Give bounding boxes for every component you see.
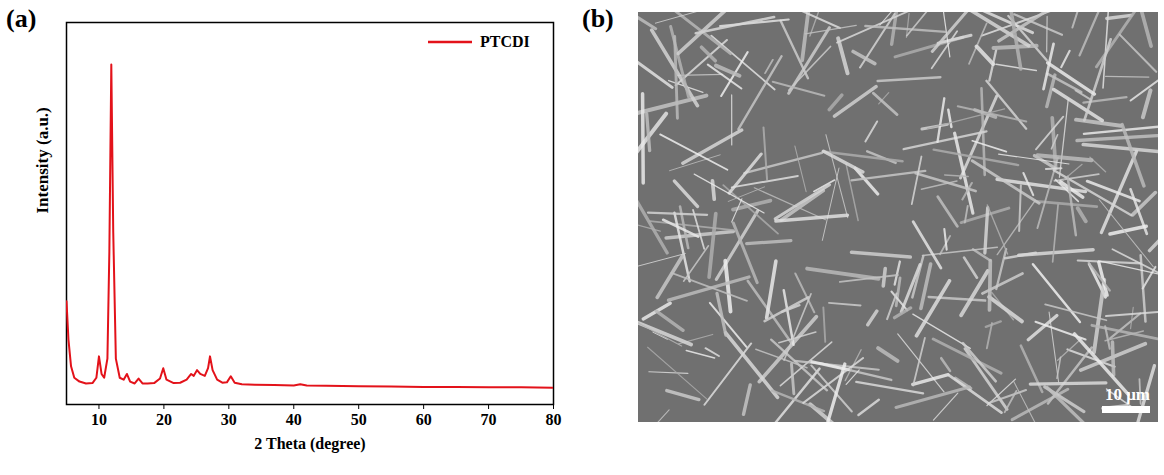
svg-text:80: 80 xyxy=(546,411,562,428)
svg-text:70: 70 xyxy=(481,411,497,428)
svg-text:60: 60 xyxy=(416,411,432,428)
svg-text:2 Theta (degree): 2 Theta (degree) xyxy=(254,435,365,453)
html-text:(a): (a) xyxy=(6,4,37,33)
svg-text:50: 50 xyxy=(351,411,367,428)
html-text:(b): (b) xyxy=(582,4,614,33)
svg-text:20: 20 xyxy=(156,411,172,428)
svg-text:30: 30 xyxy=(221,411,237,428)
svg-text:40: 40 xyxy=(286,411,302,428)
svg-text:Intensity (a.u.): Intensity (a.u.) xyxy=(33,107,52,213)
svg-text:10: 10 xyxy=(91,411,107,428)
html-text:PTCDI: PTCDI xyxy=(480,33,530,50)
svg-text:10 μm: 10 μm xyxy=(1105,385,1150,404)
